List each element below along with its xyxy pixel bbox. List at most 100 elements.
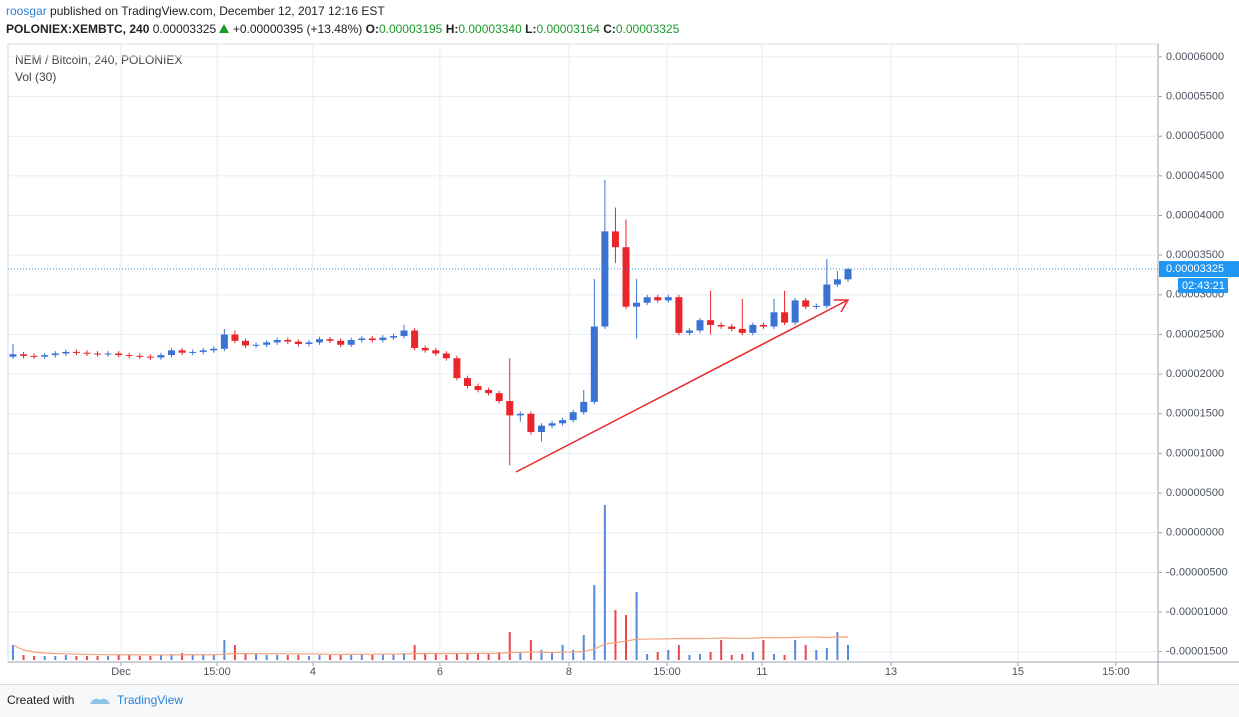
volume-bar xyxy=(255,654,258,660)
y-tick-label: -0.00000500 xyxy=(1166,566,1228,578)
volume-bar xyxy=(85,656,88,660)
volume-bar xyxy=(159,655,162,660)
candle-body xyxy=(453,358,461,379)
candle-body xyxy=(421,347,429,351)
candle-body xyxy=(368,338,376,341)
candle-body xyxy=(738,328,746,333)
candle-body xyxy=(41,355,49,357)
candle-body xyxy=(136,355,144,357)
x-tick-label: 6 xyxy=(437,666,443,678)
volume-bar xyxy=(730,655,733,660)
candle-body xyxy=(94,353,102,355)
chart: NEM / Bitcoin, 240, POLONIEX Vol (30) 0.… xyxy=(7,43,1239,684)
volume-bar xyxy=(603,505,606,660)
volume-bar xyxy=(741,654,744,660)
candle-body xyxy=(104,353,112,355)
candle-body xyxy=(9,354,17,357)
volume-bar xyxy=(371,655,374,660)
y-tick-label: 0.00002500 xyxy=(1166,328,1224,340)
x-tick-label: 11 xyxy=(756,666,767,678)
candle-body xyxy=(263,342,271,345)
x-tick-label: 15:00 xyxy=(203,666,231,678)
candle-body xyxy=(432,350,440,354)
candle-body xyxy=(326,339,334,341)
volume-bar xyxy=(181,653,184,660)
candle-body xyxy=(178,350,186,353)
candle-body xyxy=(72,351,80,353)
last-price-box xyxy=(1159,261,1239,278)
volume-bar xyxy=(508,632,511,660)
candle-body xyxy=(675,297,683,333)
volume-bar xyxy=(307,656,310,660)
x-tick-label: 8 xyxy=(566,666,572,678)
candle-body xyxy=(168,350,176,356)
up-arrow xyxy=(219,24,230,33)
y-tick-label: 0.00000500 xyxy=(1166,487,1224,499)
volume-bar xyxy=(540,650,543,660)
l-value: 0.00003164 xyxy=(536,22,600,36)
axes: 0.00006000 0.00005500 0.00005000 0.00004500… xyxy=(8,51,1239,678)
l-label: L: xyxy=(525,22,537,36)
candle-body xyxy=(728,326,736,329)
volume-bar xyxy=(656,652,659,660)
volume-bar xyxy=(709,652,712,660)
candle-body xyxy=(474,386,482,390)
candle-body xyxy=(506,401,514,416)
volume-bar xyxy=(403,653,406,660)
candle-body xyxy=(611,231,619,248)
author[interactable]: roosgar xyxy=(6,4,47,18)
volume-bar xyxy=(392,654,395,660)
candle-body xyxy=(51,353,59,356)
volume-bar xyxy=(424,654,427,660)
volume-bar xyxy=(783,655,786,660)
volume-bar xyxy=(223,640,226,660)
candle-body xyxy=(62,351,70,354)
volume-bar xyxy=(551,652,554,660)
volume-bar xyxy=(477,653,480,660)
candle-body xyxy=(242,340,250,346)
y-tick-label: 0.00005000 xyxy=(1166,130,1224,142)
footer: Created with TradingView xyxy=(0,684,1239,717)
logo xyxy=(90,698,110,704)
volume-bar xyxy=(593,585,596,660)
brand[interactable]: TradingView xyxy=(117,693,184,707)
candle-body xyxy=(20,354,28,356)
y-tick-label: 0.00004000 xyxy=(1166,209,1224,221)
volume-bar xyxy=(350,655,353,660)
volume-bar xyxy=(276,655,279,660)
candle-body xyxy=(717,324,725,327)
volume-bar xyxy=(339,655,342,660)
candle-body xyxy=(294,341,302,344)
o-label: O: xyxy=(365,22,379,36)
candle-layer xyxy=(9,179,852,466)
volume-bar xyxy=(582,635,585,660)
volume-bar xyxy=(772,654,775,660)
volume-bar xyxy=(286,655,289,660)
candle-body xyxy=(643,297,651,303)
y-tick-label: 0.00006000 xyxy=(1166,51,1224,63)
volume-bar xyxy=(64,655,67,660)
h-label: H: xyxy=(445,22,459,36)
volume-bar xyxy=(202,655,205,660)
volume-ma xyxy=(12,636,848,656)
candle-body xyxy=(115,353,123,356)
candle-body xyxy=(189,351,197,353)
price: 0.00003325 xyxy=(152,22,217,36)
candle-body xyxy=(485,389,493,394)
candle-body xyxy=(231,334,239,341)
volume-bar xyxy=(191,654,194,660)
volume-bar xyxy=(614,610,617,660)
candle-body xyxy=(305,342,313,344)
candle-body xyxy=(411,330,419,348)
candle-body xyxy=(569,412,577,421)
x-tick-label: 13 xyxy=(885,666,897,678)
volume-bar xyxy=(212,655,215,660)
volume-bar xyxy=(445,655,448,660)
candle-body xyxy=(347,340,355,345)
volume-bar xyxy=(75,656,78,660)
volume-bar xyxy=(381,654,384,660)
candle-body xyxy=(210,348,218,351)
y-tick-label: 0.00004500 xyxy=(1166,170,1224,182)
volume-bar xyxy=(487,654,490,660)
